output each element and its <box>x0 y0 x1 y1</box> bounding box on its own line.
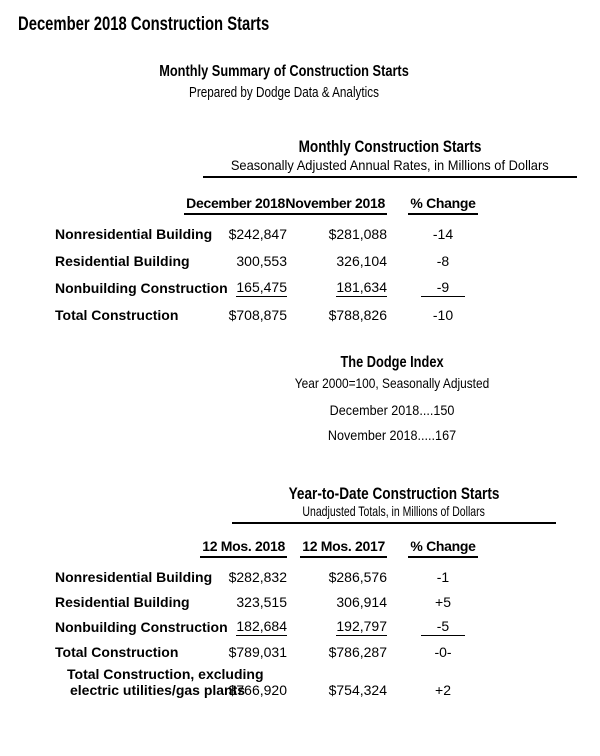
monthly-subheading-rule <box>203 176 577 178</box>
report-subtitle: Monthly Summary of Construction Starts <box>159 63 409 80</box>
monthly-header-spacer <box>55 193 195 215</box>
monthly-header-pct-change: % Change <box>387 193 499 215</box>
table-row: Total Construction $789,031 $786,287 -0- <box>0 639 600 664</box>
row-previous-value: $286,576 <box>328 568 387 585</box>
row-previous-value: 181,634 <box>336 278 387 297</box>
subtitle-block: Monthly Summary of Construction Starts P… <box>0 63 568 101</box>
monthly-table-header-row: December 2018 November 2018 % Change <box>0 193 600 215</box>
row-previous-value: $754,324 <box>328 682 387 698</box>
row-label: Residential Building <box>55 252 190 269</box>
row-pct-change: -14 <box>432 225 454 242</box>
ytd-subheading-rule <box>232 522 556 524</box>
row-current-value: $282,832 <box>228 568 287 585</box>
row-label: Total Construction <box>55 643 179 660</box>
row-current-value: 300,553 <box>236 252 287 269</box>
table-row: Nonresidential Building $282,832 $286,57… <box>0 564 600 589</box>
monthly-section-subheading: Seasonally Adjusted Annual Rates, in Mil… <box>231 157 549 173</box>
row-pct-change: -0- <box>434 643 452 660</box>
row-pct-change: +5 <box>435 593 451 610</box>
table-row: Residential Building 323,515 306,914 +5 <box>0 589 600 614</box>
monthly-section-heading: Monthly Construction Starts <box>298 137 482 156</box>
row-current-value: 323,515 <box>236 593 287 610</box>
row-label: Total Construction, excluding electric u… <box>67 666 264 698</box>
row-previous-value: 192,797 <box>336 617 387 636</box>
dodge-index-entry-november: November 2018.....167 <box>327 427 457 443</box>
row-pct-change: -5 <box>421 618 465 636</box>
monthly-header-current: December 2018 <box>184 193 287 215</box>
row-previous-value: $281,088 <box>328 225 387 242</box>
dodge-index-entry-december: December 2018....150 <box>329 402 455 418</box>
row-previous-value: 326,104 <box>336 252 387 269</box>
monthly-table: December 2018 November 2018 % Change Non… <box>0 193 600 328</box>
ytd-header-spacer <box>55 536 195 558</box>
row-pct-change: -10 <box>432 306 454 323</box>
page-title: December 2018 Construction Starts <box>18 14 270 35</box>
row-current-value: 182,684 <box>236 617 287 636</box>
row-label: Residential Building <box>55 593 190 610</box>
row-pct-change: -1 <box>436 568 450 585</box>
table-row: Nonresidential Building $242,847 $281,08… <box>0 220 600 247</box>
row-current-value: $789,031 <box>228 643 287 660</box>
row-previous-value: $788,826 <box>328 306 387 323</box>
prepared-by: Prepared by Dodge Data & Analytics <box>189 84 379 101</box>
row-label: Total Construction <box>55 306 179 323</box>
row-pct-change: -8 <box>436 252 450 269</box>
ytd-section-heading: Year-to-Date Construction Starts <box>288 484 500 503</box>
ytd-section-subheading-wrap: Unadjusted Totals, in Millions of Dollar… <box>184 503 600 524</box>
ytd-table-header-row: 12 Mos. 2018 12 Mos. 2017 % Change <box>0 536 600 558</box>
dodge-index-heading: The Dodge Index <box>340 354 444 371</box>
row-label: Nonbuilding Construction <box>55 279 228 296</box>
table-row: Total Construction $708,875 $788,826 -10 <box>0 301 600 328</box>
row-current-value: 165,475 <box>236 278 287 297</box>
dodge-index-subheading: Year 2000=100, Seasonally Adjusted <box>294 375 490 391</box>
table-row: Residential Building 300,553 326,104 -8 <box>0 247 600 274</box>
table-row: Nonbuilding Construction 165,475 181,634… <box>0 274 600 301</box>
ytd-section-subheading: Unadjusted Totals, in Millions of Dollar… <box>302 503 486 519</box>
monthly-section-subheading-wrap: Seasonally Adjusted Annual Rates, in Mil… <box>180 157 600 178</box>
row-pct-change: +2 <box>435 682 451 698</box>
row-previous-value: $786,287 <box>328 643 387 660</box>
monthly-header-previous: November 2018 <box>283 193 387 215</box>
row-pct-change: -9 <box>421 279 465 297</box>
row-current-value: $708,875 <box>228 306 287 323</box>
ytd-header-previous: 12 Mos. 2017 <box>287 536 387 558</box>
ytd-header-current: 12 Mos. 2018 <box>195 536 287 558</box>
row-previous-value: 306,914 <box>336 593 387 610</box>
ytd-table: 12 Mos. 2018 12 Mos. 2017 % Change Nonre… <box>0 536 600 700</box>
ytd-header-pct-change: % Change <box>387 536 499 558</box>
row-current-value: $766,920 <box>228 682 287 698</box>
row-label: Nonbuilding Construction <box>55 618 228 635</box>
table-row-footnote: Total Construction, excluding electric u… <box>0 666 600 700</box>
table-row: Nonbuilding Construction 182,684 192,797… <box>0 614 600 639</box>
row-current-value: $242,847 <box>228 225 287 242</box>
row-label: Nonresidential Building <box>55 568 213 585</box>
row-label: Nonresidential Building <box>55 225 213 242</box>
